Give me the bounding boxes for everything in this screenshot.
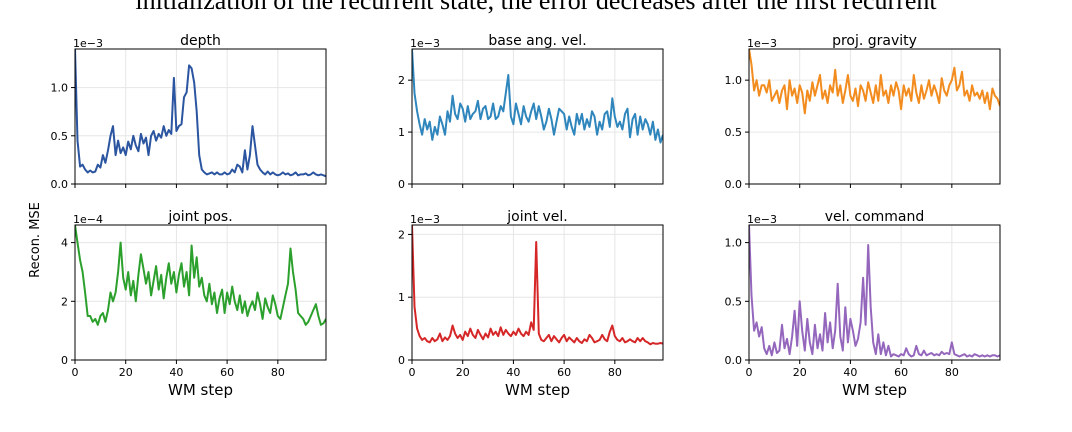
y-tick-label: 0.0 (725, 178, 743, 191)
scale-label: 1e−3 (747, 213, 777, 226)
x-axis-label: WM step (842, 381, 907, 399)
series-line (75, 49, 326, 178)
x-tick-label: 20 (456, 366, 470, 379)
x-tick-label: 80 (945, 366, 959, 379)
series-line (749, 49, 1000, 115)
y-tick-label: 2 (61, 295, 68, 308)
x-tick-label: 40 (169, 366, 183, 379)
x-tick-label: 60 (557, 366, 571, 379)
x-tick-label: 20 (119, 366, 133, 379)
scale-label: 1e−3 (410, 37, 440, 50)
series-line (412, 225, 663, 346)
x-axis-label: WM step (505, 381, 570, 399)
axes-frame (74, 48, 327, 185)
subplot-title: base ang. vel. (488, 33, 586, 49)
scale-label: 1e−3 (747, 37, 777, 50)
x-tick-label: 0 (409, 366, 416, 379)
series-line (412, 49, 663, 144)
y-tick-label: 0.0 (51, 178, 69, 191)
y-tick-label: 2 (398, 228, 405, 241)
subplot-0: 0.0 0.5 1.0 1e−3 depth (51, 33, 327, 191)
y-tick-label: 2 (398, 74, 405, 87)
x-tick-label: 80 (608, 366, 622, 379)
series-line (749, 225, 1000, 358)
y-tick-label: 1 (398, 126, 405, 139)
y-axis-label: Recon. MSE (28, 202, 43, 278)
y-tick-label: 0.5 (51, 130, 69, 143)
subplot-title: vel. command (825, 209, 925, 225)
axes-frame (74, 224, 327, 361)
x-axis-label: WM step (168, 381, 233, 399)
x-tick-label: 60 (220, 366, 234, 379)
series-line (75, 225, 326, 326)
axes-frame (748, 48, 1001, 185)
x-tick-label: 20 (793, 366, 807, 379)
subplot-title: depth (180, 33, 221, 49)
y-tick-label: 1.0 (51, 82, 69, 95)
subplot-1: 0 1 2 1e−3 base ang. vel. (398, 33, 664, 191)
axes-frame (411, 224, 664, 361)
y-tick-label: 0.5 (725, 126, 743, 139)
axes-frame (748, 224, 1001, 361)
y-tick-label: 1.0 (725, 237, 743, 250)
subplot-title: joint pos. (167, 209, 232, 225)
x-tick-label: 40 (843, 366, 857, 379)
subplot-2: 0.0 0.5 1.0 1e−3 proj. gravity (725, 33, 1001, 191)
y-tick-label: 0 (61, 354, 68, 367)
x-tick-label: 0 (746, 366, 753, 379)
y-tick-label: 0 (398, 178, 405, 191)
y-tick-label: 0.0 (725, 354, 743, 367)
x-tick-label: 0 (72, 366, 79, 379)
y-tick-label: 1.0 (725, 74, 743, 87)
y-tick-label: 4 (61, 237, 68, 250)
y-tick-label: 0.5 (725, 295, 743, 308)
y-tick-label: 1 (398, 291, 405, 304)
caption-fragment: initialization of the recurrent state, t… (135, 0, 937, 15)
x-tick-label: 60 (894, 366, 908, 379)
scale-label: 1e−4 (73, 213, 103, 226)
y-tick-label: 0 (398, 354, 405, 367)
subplot-5: 0.0 0.5 1.0 0 20 40 60 80 1e−3 vel. command WM ste… (725, 209, 1001, 399)
subplot-title: proj. gravity (832, 33, 917, 49)
subplot-title: joint vel. (506, 209, 567, 225)
scale-label: 1e−3 (410, 213, 440, 226)
scale-label: 1e−3 (73, 37, 103, 50)
x-tick-label: 40 (506, 366, 520, 379)
x-tick-label: 80 (271, 366, 285, 379)
axes-frame (411, 48, 664, 185)
